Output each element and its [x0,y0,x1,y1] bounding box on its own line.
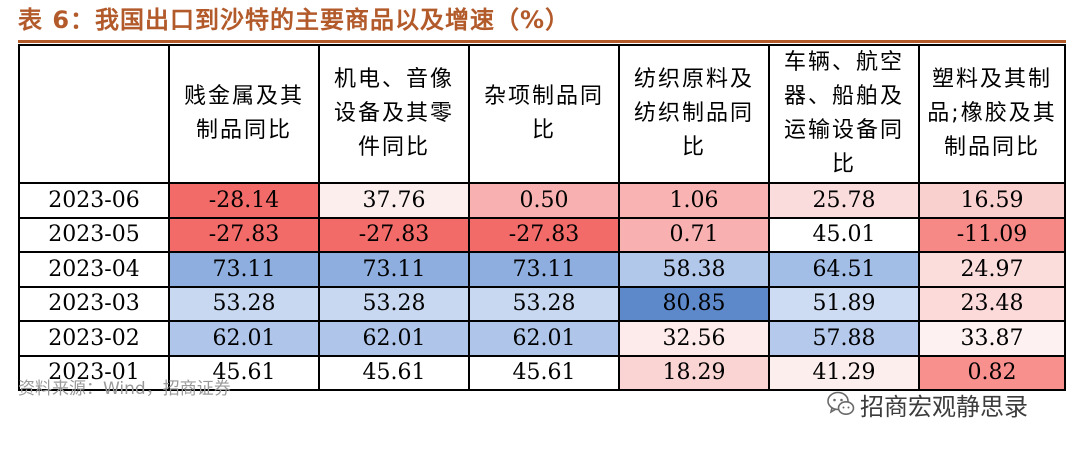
table-row: 2023-04 73.11 73.11 73.11 58.38 64.51 24… [18,251,1066,288]
source-note: 资料来源：Wind，招商证券 [18,379,231,399]
table-cell: 25.78 [768,182,920,219]
table-row: 2023-03 53.28 53.28 53.28 80.85 51.89 23… [18,285,1066,322]
table-cell: 45.61 [468,354,620,391]
table-cell: 62.01 [318,320,470,357]
header-plastics-rubber: 塑料及其制 品;橡胶及其 制品同比 [918,44,1066,184]
table-cell: 73.11 [168,251,320,288]
table-cell: -27.83 [168,216,320,253]
table-cell: 0.82 [918,354,1066,391]
table-row: 2023-01 45.61 45.61 45.61 18.29 41.29 0.… [18,354,1066,391]
table-cell: 37.76 [318,182,470,219]
header-textiles: 纺织原料及 纺织制品同 比 [618,44,770,184]
table-cell: 45.01 [768,216,920,253]
row-date: 2023-04 [18,251,170,288]
table-row: 2023-05 -27.83 -27.83 -27.83 0.71 45.01 … [18,216,1066,253]
table-title: 表 6：我国出口到沙特的主要商品以及增速（%） [18,6,571,34]
table-cell: 45.61 [168,354,320,391]
table-cell: -27.83 [318,216,470,253]
table-cell: 62.01 [468,320,620,357]
table-cell: 64.51 [768,251,920,288]
table-cell: 16.59 [918,182,1066,219]
table-cell: 18.29 [618,354,770,391]
row-date: 2023-06 [18,182,170,219]
table-cell: 51.89 [768,285,920,322]
table-cell: -27.83 [468,216,620,253]
header-electromechanical: 机电、音像 设备及其零 件同比 [318,44,470,184]
header-vehicles: 车辆、航空 器、船舶及 运输设备同 比 [768,44,920,184]
row-date: 2023-02 [18,320,170,357]
table-cell: 24.97 [918,251,1066,288]
table-cell: 62.01 [168,320,320,357]
table-cell: 73.11 [468,251,620,288]
row-date: 2023-03 [18,285,170,322]
table-cell: 57.88 [768,320,920,357]
table-cell: 33.87 [918,320,1066,357]
table-cell: 58.38 [618,251,770,288]
header-base-metals: 贱金属及其 制品同比 [168,44,320,184]
table-cell: 0.50 [468,182,620,219]
table-cell: 0.71 [618,216,770,253]
table-cell: 23.48 [918,285,1066,322]
table-cell: -28.14 [168,182,320,219]
header-misc-products: 杂项制品同 比 [468,44,620,184]
title-rule [18,40,1066,43]
table-row: 2023-06 -28.14 37.76 0.50 1.06 25.78 16.… [18,182,1066,219]
row-date: 2023-05 [18,216,170,253]
table-cell: 53.28 [468,285,620,322]
table-body: 2023-06 -28.14 37.76 0.50 1.06 25.78 16.… [18,182,1066,391]
wechat-icon [827,391,855,415]
table-cell: 53.28 [318,285,470,322]
table-cell: 73.11 [318,251,470,288]
table-cell: 32.56 [618,320,770,357]
watermark: 招商宏观静思录 [826,384,1028,424]
table-cell: 1.06 [618,182,770,219]
watermark-text: 招商宏观静思录 [860,392,1028,421]
header-corner [18,44,170,184]
table-cell: 45.61 [318,354,470,391]
table-row: 2023-02 62.01 62.01 62.01 32.56 57.88 33… [18,320,1066,357]
header-row: 贱金属及其 制品同比 机电、音像 设备及其零 件同比 杂项制品同 比 纺织原料及… [18,44,1066,184]
table-cell: 53.28 [168,285,320,322]
export-table: 贱金属及其 制品同比 机电、音像 设备及其零 件同比 杂项制品同 比 纺织原料及… [18,44,1066,391]
table-cell: 41.29 [768,354,920,391]
table-cell: 80.85 [618,285,770,322]
row-date: 2023-01 [18,354,170,391]
table-cell: -11.09 [918,216,1066,253]
